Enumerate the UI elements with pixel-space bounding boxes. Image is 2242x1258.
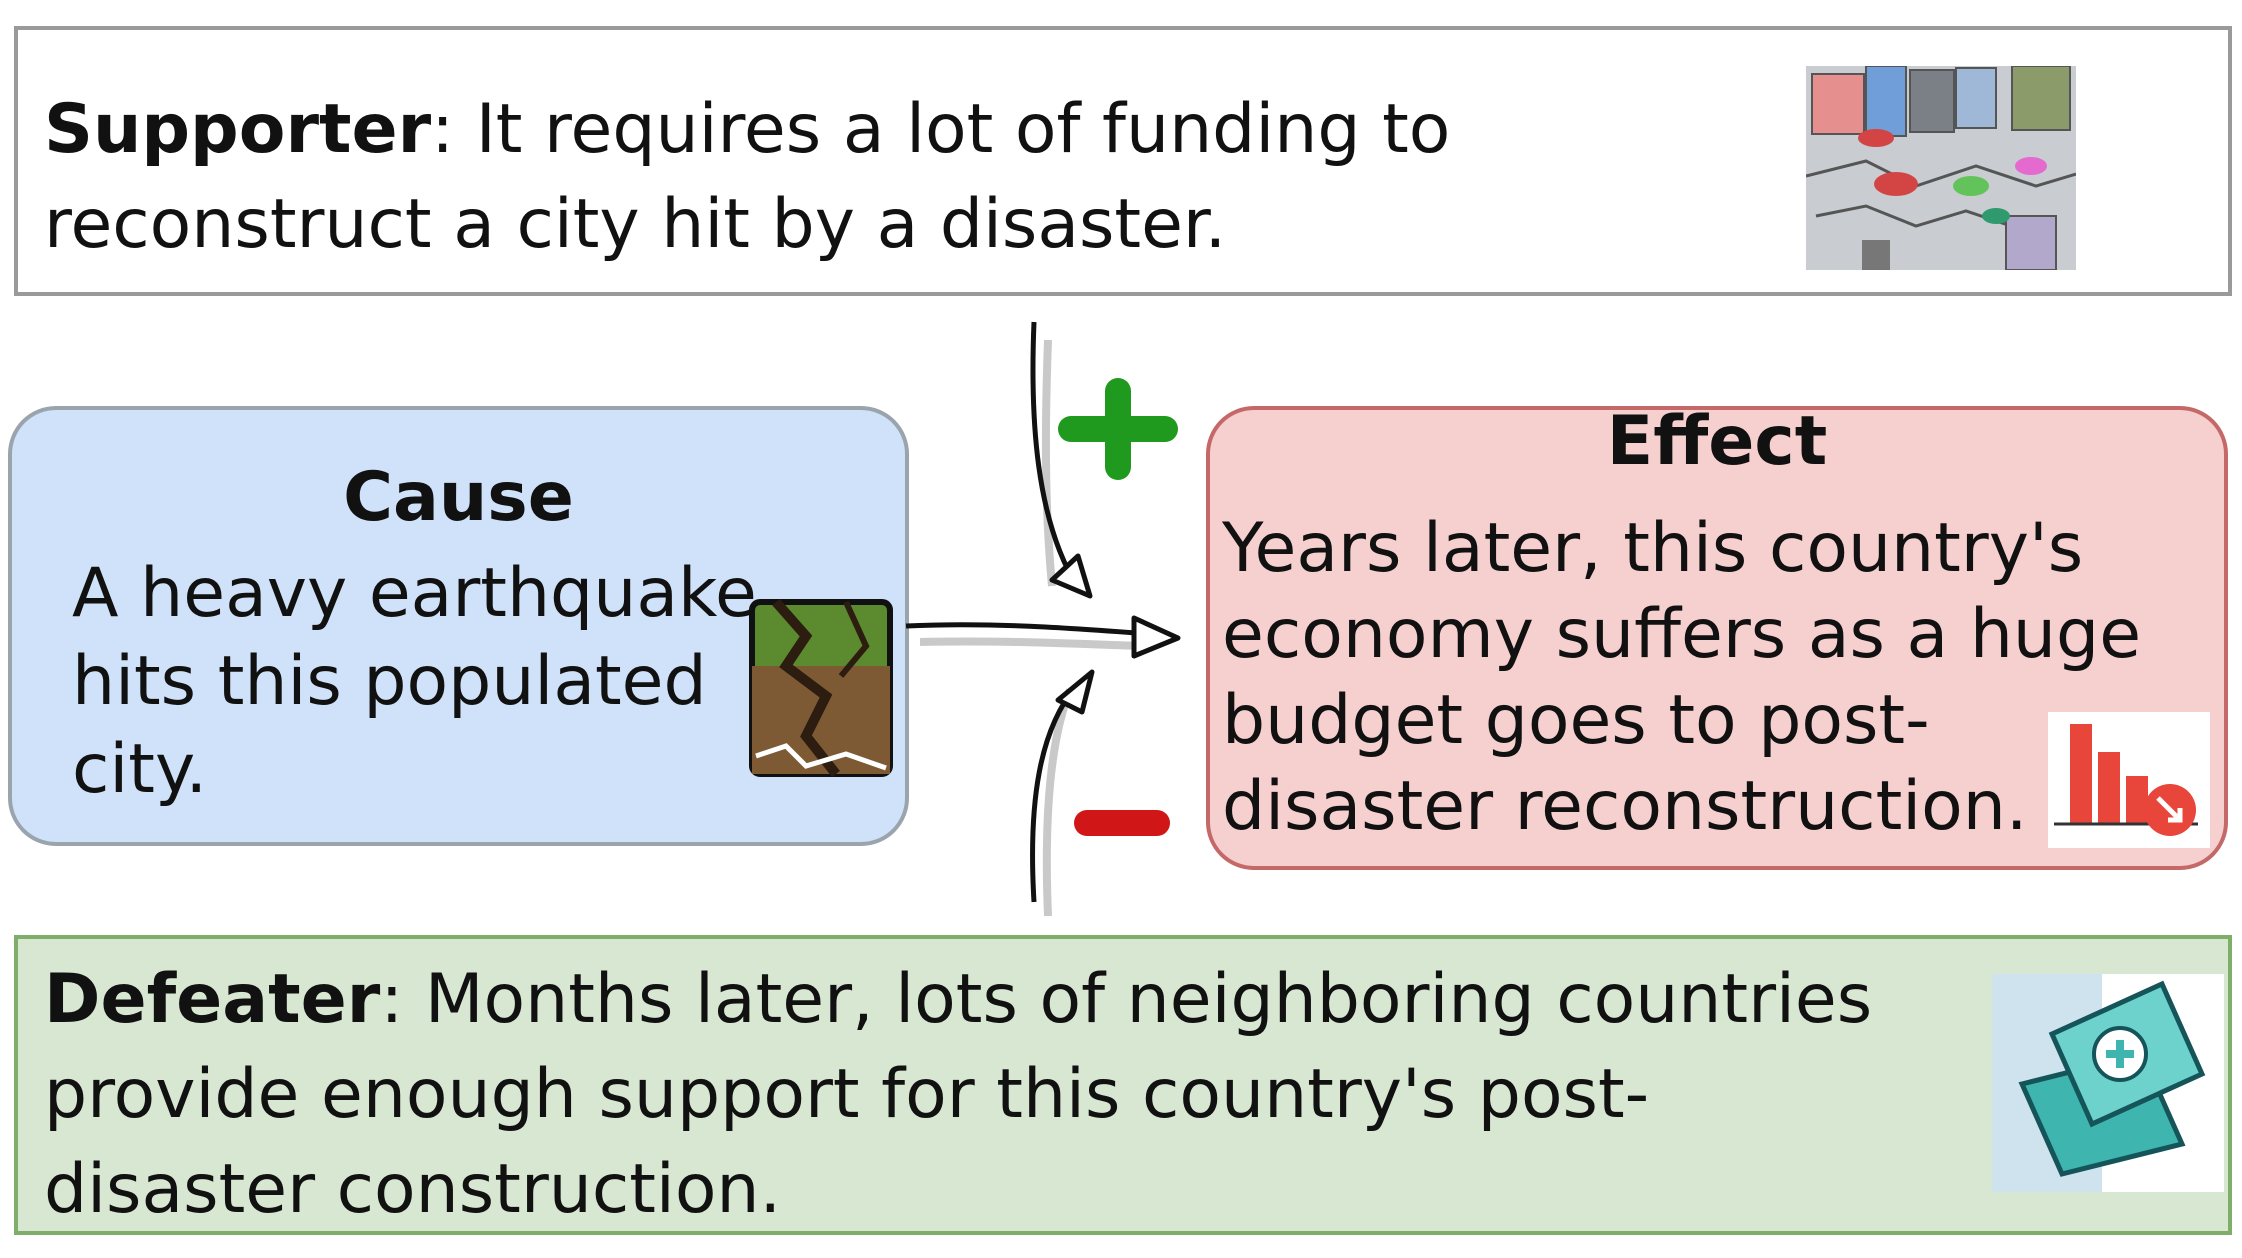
effect-text: Years later, this country's economy suff… [1222, 509, 2142, 846]
defeater-arrow-shadow [1042, 688, 1074, 917]
plus-sign-icon [1058, 378, 1178, 480]
first-aid-kit-illustration [1992, 974, 2224, 1192]
defeater-label: Defeater [44, 960, 381, 1039]
defeater-statement: Defeater: Months later, lots of neighbor… [44, 960, 1873, 1229]
city-disaster-illustration [1806, 66, 2076, 270]
declining-bar-chart-icon [2048, 712, 2210, 848]
defeater-arrow [1030, 684, 1078, 903]
cause-title: Cause [343, 458, 574, 537]
supporter-label: Supporter [44, 90, 432, 169]
cause-arrow [905, 622, 1151, 637]
defeater-box [14, 935, 2232, 1235]
effect-title: Effect [1606, 402, 1828, 481]
supporter-arrowhead [1049, 553, 1093, 599]
cause-arrow-shadow [919, 637, 1143, 650]
cause-text: A heavy earthquake hits this populated c… [72, 554, 757, 809]
supporter-arrow-shadow [1041, 339, 1056, 587]
supporter-statement: Supporter: It requires a lot of funding … [44, 90, 1451, 264]
cause-arrowhead [1131, 615, 1181, 659]
supporter-text: It requires a lot of funding to reconstr… [44, 90, 1451, 264]
supporter-arrow [1030, 321, 1081, 590]
minus-sign-icon [1074, 810, 1170, 836]
defeater-arrowhead [1055, 669, 1095, 715]
earthquake-crack-illustration [749, 598, 893, 778]
defeater-text: Months later, lots of neighboring countr… [44, 960, 1873, 1229]
